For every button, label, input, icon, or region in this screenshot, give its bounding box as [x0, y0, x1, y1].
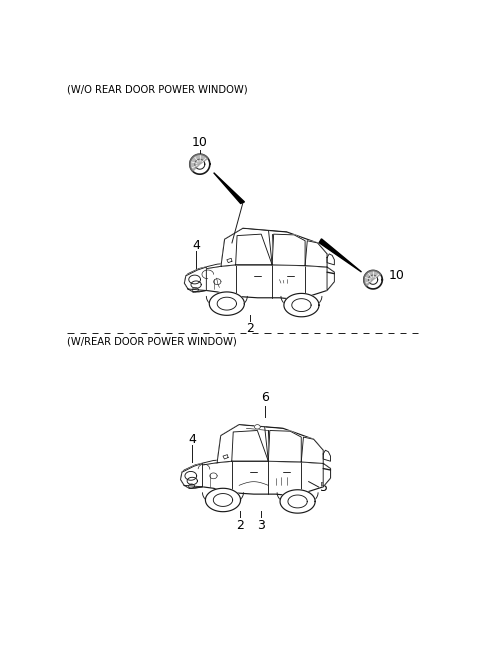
Text: 4: 4 [188, 433, 196, 446]
Polygon shape [327, 267, 335, 291]
Polygon shape [301, 437, 323, 463]
Polygon shape [292, 298, 311, 312]
Polygon shape [323, 450, 331, 461]
Polygon shape [254, 424, 260, 429]
Polygon shape [288, 495, 307, 508]
Text: 10: 10 [388, 270, 404, 282]
Polygon shape [280, 490, 315, 513]
Text: (W/O REAR DOOR POWER WINDOW): (W/O REAR DOOR POWER WINDOW) [67, 85, 248, 95]
Polygon shape [180, 463, 203, 488]
Polygon shape [186, 262, 236, 276]
Polygon shape [217, 424, 323, 463]
Polygon shape [213, 493, 233, 506]
Polygon shape [319, 239, 361, 272]
Polygon shape [272, 234, 305, 266]
Text: 6: 6 [261, 391, 269, 404]
Polygon shape [327, 254, 335, 265]
Polygon shape [232, 430, 268, 461]
Polygon shape [182, 459, 232, 472]
Polygon shape [190, 154, 208, 171]
Polygon shape [323, 463, 331, 487]
Polygon shape [364, 270, 382, 289]
Polygon shape [221, 228, 327, 267]
Text: 2: 2 [236, 519, 244, 531]
Text: 4: 4 [192, 239, 200, 252]
Polygon shape [227, 258, 232, 262]
Polygon shape [209, 292, 244, 316]
Text: 10: 10 [192, 136, 208, 149]
Text: 3: 3 [257, 519, 265, 531]
Polygon shape [364, 270, 381, 286]
Polygon shape [184, 265, 335, 299]
Polygon shape [268, 430, 301, 462]
Polygon shape [284, 293, 319, 317]
Polygon shape [180, 461, 331, 495]
Text: 2: 2 [246, 322, 254, 335]
Polygon shape [223, 455, 228, 459]
Polygon shape [221, 228, 272, 266]
Polygon shape [217, 297, 237, 310]
Polygon shape [305, 241, 327, 267]
Text: (W/REAR DOOR POWER WINDOW): (W/REAR DOOR POWER WINDOW) [67, 337, 237, 346]
Polygon shape [214, 173, 244, 203]
Polygon shape [205, 488, 240, 512]
Polygon shape [190, 154, 210, 174]
Polygon shape [184, 267, 206, 292]
Text: 5: 5 [320, 480, 328, 493]
Polygon shape [236, 234, 272, 265]
Polygon shape [217, 424, 268, 462]
